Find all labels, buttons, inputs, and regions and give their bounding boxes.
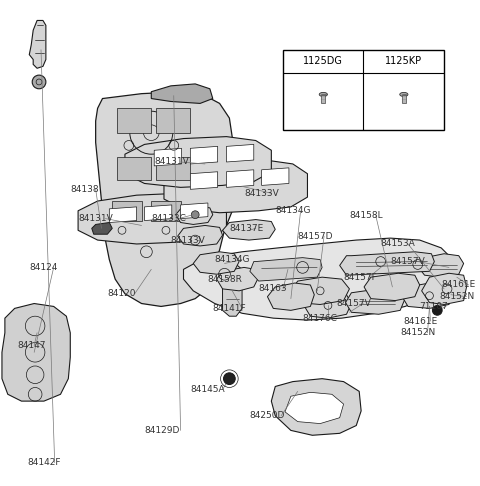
Text: 1125DG: 1125DG bbox=[303, 56, 343, 67]
Ellipse shape bbox=[319, 92, 327, 97]
Text: 84138: 84138 bbox=[70, 185, 99, 194]
Text: 84137E: 84137E bbox=[229, 224, 264, 233]
Polygon shape bbox=[418, 254, 464, 277]
Polygon shape bbox=[180, 203, 208, 219]
Polygon shape bbox=[193, 252, 239, 274]
Polygon shape bbox=[267, 283, 314, 311]
Polygon shape bbox=[117, 157, 151, 179]
Polygon shape bbox=[78, 193, 227, 244]
Polygon shape bbox=[191, 146, 217, 164]
Polygon shape bbox=[117, 108, 151, 133]
Polygon shape bbox=[112, 201, 142, 221]
Text: 84158L: 84158L bbox=[349, 211, 383, 220]
Circle shape bbox=[432, 306, 442, 315]
Bar bbox=[321, 95, 325, 103]
Polygon shape bbox=[109, 207, 137, 223]
Text: 84129D: 84129D bbox=[144, 426, 180, 435]
Polygon shape bbox=[304, 293, 351, 318]
Text: 84157F: 84157F bbox=[344, 273, 377, 282]
Text: 84141F: 84141F bbox=[213, 304, 246, 313]
Polygon shape bbox=[402, 283, 453, 309]
Polygon shape bbox=[29, 20, 46, 69]
Polygon shape bbox=[191, 172, 217, 190]
Polygon shape bbox=[223, 220, 275, 240]
Polygon shape bbox=[164, 160, 308, 213]
Polygon shape bbox=[223, 264, 242, 316]
Text: 84133C: 84133C bbox=[151, 214, 186, 223]
Text: 84161E: 84161E bbox=[441, 280, 475, 290]
Text: 71107: 71107 bbox=[420, 302, 448, 311]
Bar bbox=[402, 95, 406, 103]
Text: 84157D: 84157D bbox=[298, 232, 333, 241]
Text: 84250D: 84250D bbox=[249, 411, 284, 420]
Text: 84124: 84124 bbox=[29, 263, 58, 272]
Polygon shape bbox=[421, 273, 467, 305]
Polygon shape bbox=[285, 392, 344, 424]
Circle shape bbox=[224, 373, 235, 384]
Text: 84152N: 84152N bbox=[439, 292, 474, 301]
Polygon shape bbox=[154, 148, 181, 166]
Text: 84176C: 84176C bbox=[302, 313, 337, 323]
Ellipse shape bbox=[400, 92, 408, 97]
Text: 84163: 84163 bbox=[259, 284, 288, 294]
Text: 84145A: 84145A bbox=[191, 385, 225, 394]
Polygon shape bbox=[364, 273, 420, 300]
Polygon shape bbox=[346, 289, 405, 314]
Text: 84158R: 84158R bbox=[207, 275, 242, 284]
Polygon shape bbox=[96, 92, 236, 307]
Polygon shape bbox=[291, 277, 349, 305]
Polygon shape bbox=[178, 226, 223, 246]
Polygon shape bbox=[227, 170, 254, 188]
Text: 84120: 84120 bbox=[108, 289, 136, 298]
Text: 1125KP: 1125KP bbox=[385, 56, 422, 67]
Text: 84133V: 84133V bbox=[171, 236, 205, 244]
Circle shape bbox=[32, 75, 46, 89]
Text: 84134G: 84134G bbox=[215, 255, 250, 264]
Text: 84153A: 84153A bbox=[381, 240, 415, 248]
Text: 84147: 84147 bbox=[18, 341, 46, 350]
Text: 84142F: 84142F bbox=[27, 458, 61, 467]
Circle shape bbox=[192, 211, 199, 219]
Polygon shape bbox=[2, 304, 70, 401]
Polygon shape bbox=[125, 137, 271, 188]
Text: 84157V: 84157V bbox=[337, 299, 372, 308]
Polygon shape bbox=[151, 84, 213, 104]
Polygon shape bbox=[156, 108, 191, 133]
Polygon shape bbox=[176, 206, 213, 225]
Text: 84157V: 84157V bbox=[390, 257, 425, 266]
Text: 84133V: 84133V bbox=[244, 189, 279, 198]
Polygon shape bbox=[183, 238, 451, 320]
Text: 84131V: 84131V bbox=[154, 157, 189, 167]
Text: 84161E: 84161E bbox=[403, 316, 437, 326]
Polygon shape bbox=[92, 223, 112, 234]
Polygon shape bbox=[227, 144, 254, 162]
Text: 84152N: 84152N bbox=[400, 329, 435, 337]
Text: 84134G: 84134G bbox=[275, 206, 311, 215]
Text: 84131V: 84131V bbox=[78, 214, 113, 223]
Bar bbox=[283, 50, 444, 130]
Polygon shape bbox=[250, 258, 322, 281]
Polygon shape bbox=[144, 205, 172, 221]
Polygon shape bbox=[262, 168, 289, 186]
Polygon shape bbox=[156, 157, 191, 179]
Polygon shape bbox=[151, 201, 180, 221]
Polygon shape bbox=[271, 379, 361, 435]
Polygon shape bbox=[216, 267, 259, 291]
Polygon shape bbox=[340, 252, 434, 275]
